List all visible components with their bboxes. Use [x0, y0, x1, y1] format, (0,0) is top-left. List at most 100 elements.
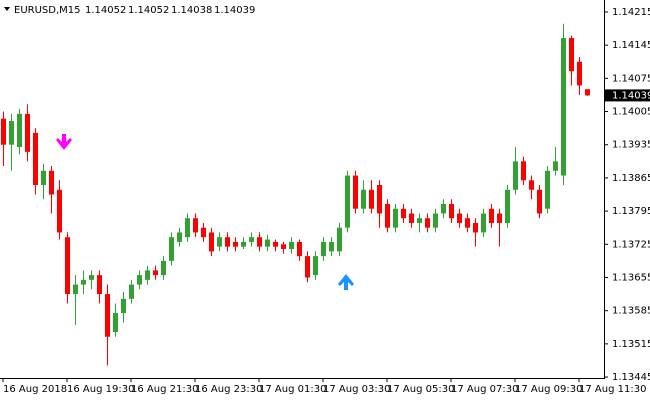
candle-body [201, 227, 206, 238]
y-tick-label: 1.14145 [612, 40, 650, 51]
candle-body [433, 213, 438, 228]
candle-body [169, 237, 174, 261]
candle-body [521, 161, 526, 181]
candle-body [265, 239, 270, 247]
candle-body [449, 203, 454, 219]
candle-body [81, 279, 86, 285]
candle-body [417, 218, 422, 223]
header-close: 1.14039 [214, 5, 255, 16]
candle-body [73, 284, 78, 295]
x-tick-label: 17 Aug 07:30 [451, 384, 518, 395]
candle-body [129, 284, 134, 299]
candle-body [273, 241, 278, 247]
x-tick-label: 16 Aug 21:30 [131, 384, 198, 395]
candle-body [529, 180, 534, 190]
candle-body [505, 189, 510, 223]
header: EURUSD,M15 1.14052 1.14052 1.14038 1.140… [14, 5, 255, 16]
candle-body [561, 38, 566, 176]
candle-body [241, 241, 246, 247]
candle-body [409, 213, 414, 223]
candle-body [321, 241, 326, 257]
candle-body [17, 113, 22, 148]
x-tick-label: 16 Aug 2018 [3, 384, 67, 395]
candle-body [1, 118, 6, 145]
candle-body [497, 213, 502, 223]
candle-body [289, 241, 294, 250]
candle-body [25, 113, 30, 152]
candle-body [121, 298, 126, 314]
candle-body [177, 232, 182, 242]
header-open: 1.14052 [85, 5, 126, 16]
candle-body [353, 175, 358, 209]
header-low: 1.14038 [171, 5, 212, 16]
candle-body [329, 241, 334, 252]
buy-signal-arrow [338, 274, 354, 290]
candle-body [153, 270, 158, 276]
candle-body [473, 222, 478, 233]
y-tick-label: 1.13445 [612, 372, 650, 383]
candle-body [145, 270, 150, 280]
candle-body [105, 294, 110, 337]
candle-body [185, 218, 190, 238]
candle-body [225, 237, 230, 247]
x-tick-label: 17 Aug 05:30 [387, 384, 454, 395]
candle-body [465, 218, 470, 228]
candle-body [313, 256, 318, 276]
candle-body [513, 161, 518, 190]
candle-body [209, 232, 214, 252]
candle-body [553, 161, 558, 171]
x-tick-label: 16 Aug 19:30 [67, 384, 134, 395]
x-tick-label: 17 Aug 09:30 [515, 384, 582, 395]
candle-body [457, 213, 462, 223]
candle-body [113, 313, 118, 333]
header-arrow [4, 7, 10, 11]
candle-body [161, 260, 166, 276]
candle-body [137, 275, 142, 285]
candle-body [369, 189, 374, 209]
candle-body [89, 275, 94, 280]
candle-body [65, 237, 70, 295]
candle-body [49, 170, 54, 195]
y-tick-label: 1.13725 [612, 239, 650, 250]
candle-body [537, 189, 542, 214]
y-tick-label: 1.14215 [612, 7, 650, 18]
last-price-label: 1.14039 [612, 90, 650, 101]
y-tick-label: 1.14005 [612, 107, 650, 118]
x-tick-label: 16 Aug 23:30 [195, 384, 262, 395]
candle-body [217, 237, 222, 247]
y-tick-label: 1.13935 [612, 140, 650, 151]
candle-body [489, 208, 494, 223]
candle-body [257, 237, 262, 247]
y-tick-label: 1.13865 [612, 173, 650, 184]
candle-body [249, 237, 254, 242]
candle-body [97, 275, 102, 295]
candle-body [481, 213, 486, 233]
candle-body [193, 218, 198, 233]
y-tick-label: 1.13515 [612, 339, 650, 350]
candle-body [569, 38, 574, 72]
candle-body [297, 241, 302, 257]
candle-body [585, 89, 590, 96]
y-tick-label: 1.14075 [612, 73, 650, 84]
candle-body [545, 170, 550, 209]
candle-body [57, 189, 62, 233]
candle-body [385, 203, 390, 228]
candle-body [401, 208, 406, 219]
y-tick-label: 1.13585 [612, 306, 650, 317]
y-tick-label: 1.13795 [612, 206, 650, 217]
sell-signal-arrow [56, 134, 72, 150]
header-high: 1.14052 [128, 5, 169, 16]
y-tick-label: 1.13655 [612, 272, 650, 283]
candle-body [337, 227, 342, 252]
candle-body [361, 189, 366, 209]
candle-body [345, 175, 350, 228]
candle-body [9, 121, 14, 145]
x-tick-label: 17 Aug 11:30 [579, 384, 646, 395]
candle-body [441, 203, 446, 214]
candle-body [33, 132, 38, 186]
candle-body [305, 256, 310, 278]
candle-body [41, 170, 46, 186]
last-price-box [604, 89, 650, 102]
